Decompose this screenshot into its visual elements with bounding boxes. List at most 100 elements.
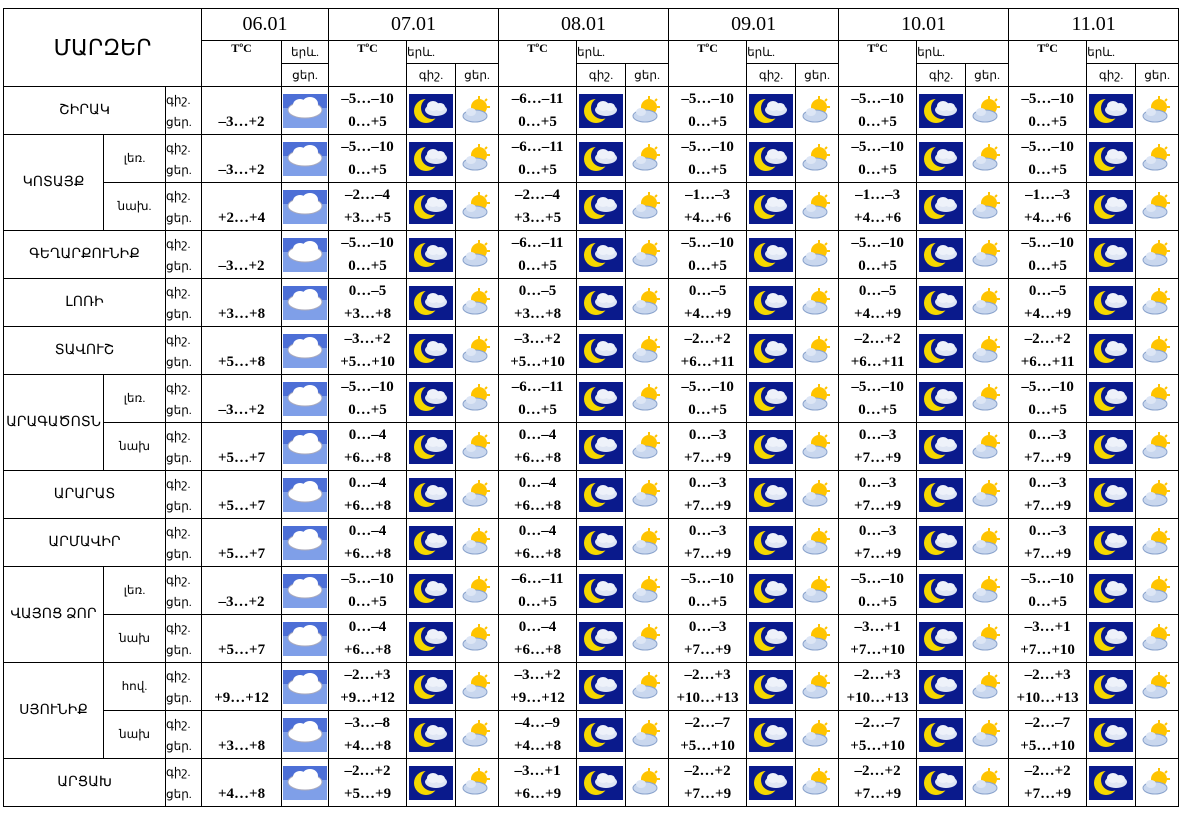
icon-cell [795, 134, 840, 183]
weather-icon [802, 575, 831, 602]
spacer [203, 616, 281, 639]
row-labels: գիշ. ցեր. [164, 182, 203, 231]
icon-cell [576, 278, 627, 327]
icon-cell [965, 230, 1010, 279]
weather-icon [462, 767, 491, 794]
zone-name: լեռ. [103, 134, 166, 183]
icon-cell [1086, 710, 1137, 759]
icon-cell [625, 758, 670, 807]
region-row: նախ գիշ. ցեր. +5…+7 0…–4 +6…+8 0…–4 +6…+8 0…–3 +7… [4, 422, 1179, 471]
spacer [203, 424, 281, 447]
night-temp: –6…–11 [511, 378, 564, 395]
temp-header: TºC [201, 40, 283, 87]
day-label: ցեր. [166, 690, 192, 705]
night-temp: –2…+2 [854, 330, 901, 347]
forecast-temp: –5…–10 0…+5 [328, 134, 408, 183]
row-labels: գիշ. ցեր. [164, 470, 203, 519]
weather-icon [462, 719, 491, 746]
weather-icon [632, 143, 661, 170]
weather-icon [462, 431, 491, 458]
night-temp: 0…–5 [348, 282, 387, 299]
day-temp: +7…+9 [854, 785, 902, 802]
night-temp: 0…–3 [688, 426, 727, 443]
icon-cell [795, 86, 840, 135]
weather-icon [409, 333, 454, 368]
weather-icon [1089, 669, 1134, 704]
weather-icon [1089, 381, 1134, 416]
icon-cell [625, 86, 670, 135]
weather-icon [749, 381, 794, 416]
night-temp: 0…–3 [1028, 474, 1067, 491]
weather-icon [749, 573, 794, 608]
weather-icon [283, 333, 328, 368]
night-temp: –4…–9 [515, 714, 561, 731]
day-header: ցեր. [455, 63, 500, 87]
weather-icon [1142, 383, 1171, 410]
region-row: ԱՐԱԳԱԾՈՏՆ լեռ. գիշ. ցեր. –3…+2 –5…–10 0…+5 –6…–… [3, 374, 1179, 471]
temp-header: TºC [668, 40, 748, 87]
weather-icon [919, 141, 964, 176]
forecast-temp: –6…–11 0…+5 [498, 374, 578, 423]
day-temp: +4…+9 [684, 305, 732, 322]
icon-cell [406, 86, 457, 135]
night-temp: –5…–10 [681, 90, 734, 107]
day-temp: +9…+12 [510, 689, 565, 706]
day-temp: 0…+5 [688, 257, 727, 274]
weather-icon [972, 431, 1001, 458]
first-day-temp: +3…+8 [201, 278, 283, 327]
forecast-temp: 0…–4 +6…+8 [328, 422, 408, 471]
icon-cell [406, 518, 457, 567]
weather-icon [579, 669, 624, 704]
weather-icon [1142, 719, 1171, 746]
forecast-temp: –5…–10 0…+5 [1008, 86, 1088, 135]
region-row: նախ գիշ. ցեր. +5…+7 0…–4 +6…+8 0…–4 +6…+8 0…–3 +7… [4, 614, 1179, 663]
region-name: ԱՐԱՐԱՏ [3, 470, 166, 519]
day-temp: 0…+5 [1028, 113, 1067, 130]
icon-cell [795, 662, 840, 711]
weather-icon [972, 719, 1001, 746]
icon-cell [746, 470, 797, 519]
icon-cell [795, 518, 840, 567]
day-temp: +7…+10 [850, 641, 905, 658]
weather-icon [632, 383, 661, 410]
night-temp: –2…–4 [345, 186, 391, 203]
temp: +5…+7 [217, 545, 266, 562]
day-temp: 0…+5 [1028, 401, 1067, 418]
night-temp: –2…+2 [344, 762, 391, 779]
icon-cell [746, 230, 797, 279]
row-labels: գիշ. ցեր. [164, 374, 203, 423]
forecast-temp: 0…–4 +6…+8 [498, 518, 578, 567]
night-temp: –5…–10 [1021, 138, 1074, 155]
weather-icon [632, 767, 661, 794]
weather-icon [802, 143, 831, 170]
day-temp: +10…+13 [846, 689, 909, 706]
icon-cell [281, 230, 330, 279]
weather-icon [972, 191, 1001, 218]
night-label: գիշ. [166, 332, 191, 347]
day-temp: +6…+8 [513, 449, 562, 466]
night-temp: –5…–10 [851, 570, 904, 587]
day-temp: +3…+5 [343, 209, 392, 226]
night-temp: –1…–3 [685, 186, 731, 203]
icon-cell [576, 374, 627, 423]
forecast-temp: –2…+2 +7…+9 [668, 758, 748, 807]
icon-cell [281, 758, 330, 807]
forecast-temp: –5…–10 0…+5 [1008, 230, 1088, 279]
icon-cell [916, 230, 967, 279]
temp-header: TºC [838, 40, 918, 87]
temp: +5…+8 [217, 353, 266, 370]
temp-header: TºC [1008, 40, 1088, 87]
night-temp: 0…–3 [858, 474, 897, 491]
icon-cell [1135, 134, 1179, 183]
icon-cell [406, 662, 457, 711]
icon-cell [916, 422, 967, 471]
header-row: ցեր. գիշ. ցեր. գիշ. ցեր. գիշ. ցեր. գիշ. ցեր. գիշ.… [4, 63, 1179, 87]
weather-icon [462, 287, 491, 314]
day-temp: +7…+9 [1024, 497, 1072, 514]
day-label: ցեր. [166, 402, 192, 417]
weather-icon [972, 671, 1001, 698]
forecast-temp: –2…+2 +5…+9 [328, 758, 408, 807]
icon-cell [455, 614, 500, 663]
day-temp: +4…+6 [1024, 209, 1072, 226]
region-row: ՍՅՈՒՆԻՔ հով. գիշ. ցեր. +9…+12 –2…+3 +9…+12 –3…+… [3, 662, 1179, 759]
